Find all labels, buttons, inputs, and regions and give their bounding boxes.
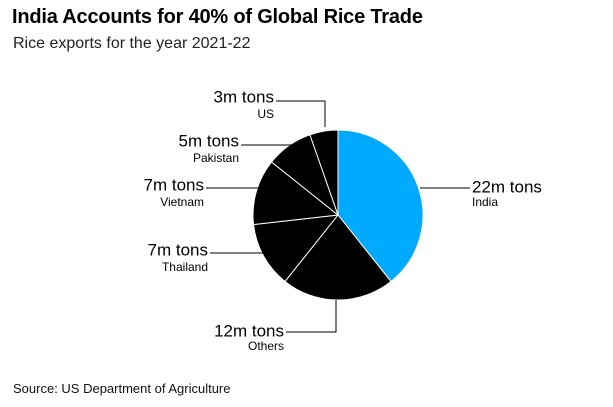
chart-subtitle: Rice exports for the year 2021-22: [13, 35, 251, 52]
category-label-india: India: [472, 195, 498, 209]
value-label-vietnam: 7m tons: [144, 175, 204, 194]
value-label-pakistan: 5m tons: [179, 131, 239, 150]
chart-title: India Accounts for 40% of Global Rice Tr…: [12, 6, 423, 28]
leader-line-others: [286, 300, 337, 333]
pie-slice-others: [284, 214, 392, 301]
pie-slice-india: [337, 129, 424, 282]
pie-slice-vietnam: [252, 161, 339, 226]
value-label-india: 22m tons: [472, 177, 542, 196]
leader-line-us: [276, 100, 326, 127]
category-label-vietnam: Vietnam: [160, 195, 204, 209]
value-label-thailand: 7m tons: [148, 240, 208, 259]
pie-slice-thailand: [253, 214, 339, 282]
category-label-pakistan: Pakistan: [193, 151, 239, 165]
source-note: Source: US Department of Agriculture: [13, 381, 231, 396]
pie-slice-us: [309, 129, 339, 216]
category-label-others: Others: [248, 339, 284, 353]
value-label-us: 3m tons: [214, 87, 274, 106]
category-label-thailand: Thailand: [162, 260, 208, 274]
value-label-others: 12m tons: [214, 321, 284, 340]
category-label-us: US: [257, 107, 274, 121]
